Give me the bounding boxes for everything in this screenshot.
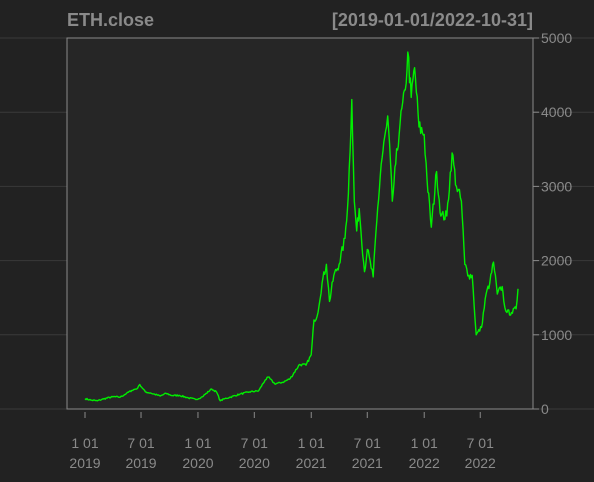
x-tick-label-year: 2019 xyxy=(125,455,156,471)
x-tick-label-year: 2020 xyxy=(239,455,270,471)
series-line-eth-close xyxy=(84,51,519,402)
y-tick-label: 0 xyxy=(541,401,549,417)
plot-area xyxy=(66,37,534,410)
axis-ticks xyxy=(84,37,539,418)
chart-title: ETH.close xyxy=(67,10,154,30)
x-tick-label-year: 2022 xyxy=(409,455,440,471)
x-tick-label-year: 2019 xyxy=(69,455,100,471)
y-tick-label: 2000 xyxy=(541,253,572,269)
y-tick-label: 5000 xyxy=(541,30,572,46)
x-tick-label-year: 2021 xyxy=(352,455,383,471)
axis-labels: 0 1000 2000 3000 4000 5000 1 01 2019 7 01 2019 1 0… xyxy=(69,30,572,471)
y-tick-label: 1000 xyxy=(541,327,572,343)
x-tick-label-day: 1 01 xyxy=(71,435,98,451)
x-tick-label-day: 1 01 xyxy=(298,435,325,451)
chart-date-range: [2019-01-01/2022-10-31] xyxy=(332,10,533,30)
x-tick-label-day: 7 01 xyxy=(127,435,154,451)
x-tick-label-day: 1 01 xyxy=(184,435,211,451)
x-tick-label-year: 2020 xyxy=(182,455,213,471)
x-tick-label-day: 7 01 xyxy=(241,435,268,451)
x-tick-label-day: 7 01 xyxy=(467,435,494,451)
x-tick-label-day: 1 01 xyxy=(411,435,438,451)
y-tick-label: 3000 xyxy=(541,178,572,194)
y-tick-label: 4000 xyxy=(541,104,572,120)
x-tick-label-year: 2022 xyxy=(465,455,496,471)
x-tick-label-day: 7 01 xyxy=(354,435,381,451)
x-tick-label-year: 2021 xyxy=(296,455,327,471)
